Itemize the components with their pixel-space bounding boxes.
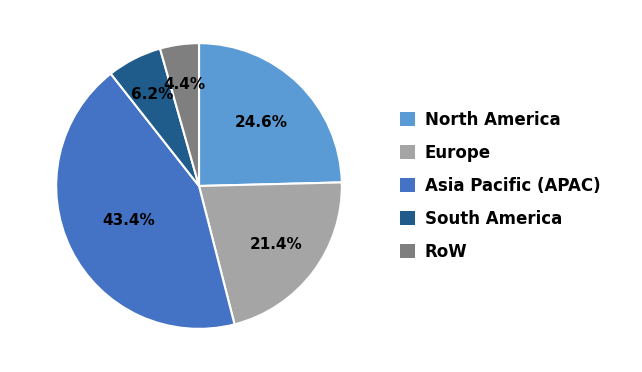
Wedge shape xyxy=(199,182,342,324)
Text: 43.4%: 43.4% xyxy=(102,213,155,228)
Text: 24.6%: 24.6% xyxy=(234,115,288,130)
Wedge shape xyxy=(160,43,199,186)
Legend: North America, Europe, Asia Pacific (APAC), South America, RoW: North America, Europe, Asia Pacific (APA… xyxy=(393,104,607,268)
Wedge shape xyxy=(111,49,199,186)
Wedge shape xyxy=(199,43,342,186)
Wedge shape xyxy=(56,74,234,329)
Text: 21.4%: 21.4% xyxy=(250,237,303,252)
Text: 6.2%: 6.2% xyxy=(131,87,173,102)
Text: 4.4%: 4.4% xyxy=(164,77,206,92)
